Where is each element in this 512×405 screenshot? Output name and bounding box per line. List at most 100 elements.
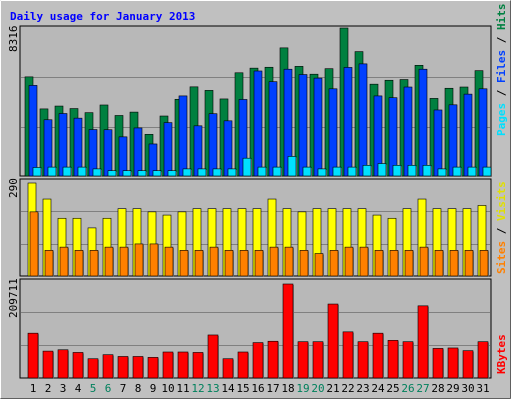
x-tick-label-day-27: 27 <box>416 382 429 395</box>
files-bar-day-31 <box>478 88 488 177</box>
legend-separator-1: / <box>495 83 508 103</box>
kbytes-bar-day-4 <box>72 352 84 379</box>
x-tick-label-day-16: 16 <box>251 382 264 395</box>
legend-sites: Sites <box>495 241 508 274</box>
sites-bar-day-8 <box>134 243 144 277</box>
chart-title: Daily usage for January 2013 <box>10 10 195 23</box>
pages-bar-day-31 <box>482 166 492 177</box>
x-tick-label-day-14: 14 <box>221 382 235 395</box>
kbytes-bar-day-28 <box>432 348 444 379</box>
files-bar-day-20 <box>313 77 323 177</box>
bars-layer <box>24 27 492 379</box>
pages-bar-day-22 <box>347 166 357 177</box>
kbytes-bar-day-15 <box>237 351 249 379</box>
legend-sites-visits: Sites / Visits <box>495 181 508 274</box>
x-tick-label-day-28: 28 <box>431 382 444 395</box>
pages-bar-day-11 <box>182 168 192 177</box>
kbytes-bar-day-24 <box>372 332 384 379</box>
x-tick-label-day-17: 17 <box>266 382 279 395</box>
x-tick-labels: 1 2 3 4 5 6 7 8 9 10 11 12 13 14 15 16 17 18 19 20 21 22 23 24 2… <box>30 382 490 395</box>
sites-bar-day-13 <box>209 246 219 277</box>
files-bar-day-16 <box>253 70 263 177</box>
x-tick-label-day-24: 24 <box>371 382 385 395</box>
legend-pages: Pages <box>495 103 508 136</box>
x-tick-label-day-15: 15 <box>236 382 249 395</box>
kbytes-bar-day-31 <box>477 341 489 379</box>
pages-bar-day-8 <box>137 170 147 177</box>
files-bar-day-25 <box>388 97 398 177</box>
x-tick-label-day-31: 31 <box>476 382 489 395</box>
x-tick-label-day-18: 18 <box>281 382 294 395</box>
pages-bar-day-19 <box>302 166 312 177</box>
x-tick-label-day-1: 1 <box>30 382 37 395</box>
x-tick-label-day-3: 3 <box>60 382 67 395</box>
sites-bar-day-6 <box>104 246 114 277</box>
sites-bar-day-10 <box>164 246 174 277</box>
pages-bar-day-30 <box>467 166 477 177</box>
pages-bar-day-1 <box>32 167 42 177</box>
legend-kbytes: KBytes <box>495 334 508 374</box>
files-bar-day-23 <box>358 63 368 177</box>
sites-bar-day-17 <box>269 246 279 277</box>
sites-bar-day-3 <box>59 246 69 277</box>
x-tick-label-day-6: 6 <box>105 382 112 395</box>
x-tick-label-day-5: 5 <box>90 382 97 395</box>
pages-bar-day-5 <box>92 168 102 177</box>
sites-bar-day-30 <box>464 250 474 277</box>
sites-bar-day-29 <box>449 250 459 277</box>
kbytes-bar-day-21 <box>327 303 339 379</box>
files-bar-day-12 <box>193 125 203 177</box>
files-bar-day-21 <box>328 88 338 177</box>
kbytes-bar-day-2 <box>42 350 54 379</box>
legend-pages-files-hits: Pages / Files / Hits <box>495 4 508 137</box>
kbytes-bar-day-10 <box>162 351 174 379</box>
sites-bar-day-28 <box>434 250 444 277</box>
kbytes-bar-day-19 <box>297 341 309 379</box>
x-tick-label-day-22: 22 <box>341 382 354 395</box>
files-bar-day-28 <box>433 109 443 177</box>
pages-bar-day-9 <box>152 170 162 177</box>
sites-bar-day-27 <box>419 246 429 277</box>
kbytes-bar-day-5 <box>87 358 99 379</box>
x-tick-label-day-23: 23 <box>356 382 369 395</box>
visits-panel-ymax-label: 290 <box>7 178 20 198</box>
kbytes-bar-day-20 <box>312 341 324 379</box>
pages-bar-day-3 <box>62 166 72 177</box>
files-bar-day-11 <box>178 95 188 177</box>
sites-bar-day-14 <box>224 250 234 277</box>
x-tick-label-day-25: 25 <box>386 382 399 395</box>
sites-bar-day-7 <box>119 246 129 277</box>
sites-bar-day-1 <box>29 211 39 277</box>
files-bar-day-17 <box>268 81 278 177</box>
sites-bar-day-24 <box>374 250 384 277</box>
legend-separator-2: / <box>495 30 508 50</box>
files-bar-day-14 <box>223 120 233 177</box>
legend-files: Files <box>495 50 508 83</box>
files-bar-day-3 <box>58 113 68 177</box>
kbytes-bar-day-30 <box>462 350 474 379</box>
files-bar-day-7 <box>118 136 128 177</box>
kbytes-bar-day-22 <box>342 331 354 379</box>
kbytes-bar-day-12 <box>192 352 204 379</box>
kbytes-bar-day-7 <box>117 356 129 379</box>
sites-bar-day-11 <box>179 250 189 277</box>
kbytes-bar-day-17 <box>267 340 279 379</box>
x-tick-label-day-19: 19 <box>296 382 309 395</box>
x-tick-label-day-10: 10 <box>161 382 174 395</box>
x-tick-label-day-9: 9 <box>150 382 157 395</box>
x-tick-label-day-13: 13 <box>206 382 219 395</box>
kbytes-bar-day-6 <box>102 354 114 379</box>
files-bar-day-27 <box>418 68 428 177</box>
sites-bar-day-19 <box>299 250 309 277</box>
kbytes-bar-day-8 <box>132 356 144 379</box>
kbytes-bar-day-3 <box>57 349 69 379</box>
pages-bar-day-6 <box>107 170 117 177</box>
pages-bar-day-15 <box>242 157 252 177</box>
sites-bar-day-5 <box>89 250 99 277</box>
files-bar-day-10 <box>163 122 173 177</box>
sites-bar-day-2 <box>44 250 54 277</box>
files-bar-day-6 <box>103 129 113 177</box>
kbytes-bar-day-11 <box>177 351 189 379</box>
